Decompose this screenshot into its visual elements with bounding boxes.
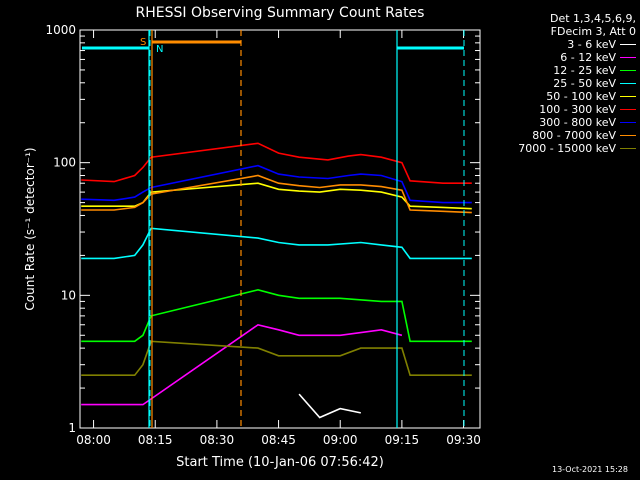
legend-entry: 12 - 25 keV [470,64,636,77]
legend-swatch [620,122,636,123]
y-tick-label: 1 [68,421,76,435]
legend-swatch [620,148,636,149]
plot-frame [79,29,481,429]
legend-label: 6 - 12 keV [560,51,616,64]
legend-label: 800 - 7000 keV [532,129,616,142]
legend-entry: 50 - 100 keV [470,90,636,103]
legend-label: 12 - 25 keV [553,64,616,77]
saa-label: S [140,37,146,48]
legend-header-1: Det 1,3,4,5,6,9, [549,12,636,25]
time-markers: S N [82,30,465,428]
series-line-5 [81,142,472,184]
legend-entry: 6 - 12 keV [470,51,636,64]
series-line-0 [298,393,361,419]
x-tick-label: 08:15 [138,433,173,447]
x-tick-label: 09:00 [323,433,358,447]
legend-entry: 800 - 7000 keV [470,129,636,142]
series-group [81,142,472,419]
legend-swatch [620,57,636,58]
legend-swatch [620,135,636,136]
series-line-8 [81,340,472,377]
legend-header-2: FDecim 3, Att 0 [550,25,636,38]
legend-swatch [620,109,636,110]
legend-label: 300 - 800 keV [539,116,616,129]
legend-label: 3 - 6 keV [567,38,616,51]
x-axis-label: Start Time (10-Jan-06 07:56:42) [176,455,384,470]
legend-label: 7000 - 15000 keV [518,142,616,155]
legend: Det 1,3,4,5,6,9, FDecim 3, Att 0 3 - 6 k… [470,12,636,155]
y-tick-label: 1000 [45,23,76,37]
legend-entry: 300 - 800 keV [470,116,636,129]
chart-title: RHESSI Observing Summary Count Rates [136,5,425,21]
series-line-2 [81,288,472,343]
legend-label: 50 - 100 keV [546,90,616,103]
series-line-6 [81,164,472,204]
legend-label: 100 - 300 keV [539,103,616,116]
x-tick-label: 08:45 [261,433,296,447]
legend-entry: 25 - 50 keV [470,77,636,90]
x-tick-label: 09:15 [385,433,420,447]
legend-label: 25 - 50 keV [553,77,616,90]
legend-rows: 3 - 6 keV 6 - 12 keV 12 - 25 keV 25 - 50 ke… [470,38,636,155]
legend-swatch [620,44,636,45]
night-label: N [156,44,163,55]
x-tick-label: 08:00 [76,433,111,447]
y-tick-label: 10 [61,288,76,302]
axis-ticks: 08:00 08:15 08:30 08:45 09:00 09:15 09:30 1 10 10… [45,23,480,447]
series-line-3 [81,227,472,260]
y-tick-label: 100 [53,156,76,170]
x-tick-label: 08:30 [200,433,235,447]
legend-entry: 3 - 6 keV [470,38,636,51]
timestamp: 13-Oct-2021 15:28 [552,465,628,474]
y-axis-label: Count Rate (s⁻¹ detector⁻¹) [23,147,37,310]
legend-swatch [620,96,636,97]
legend-swatch [620,70,636,71]
series-line-7 [81,174,472,214]
x-tick-label: 09:30 [446,433,481,447]
legend-entry: 100 - 300 keV [470,103,636,116]
legend-entry: 7000 - 15000 keV [470,142,636,155]
legend-swatch [620,83,636,84]
series-line-1 [81,323,403,406]
